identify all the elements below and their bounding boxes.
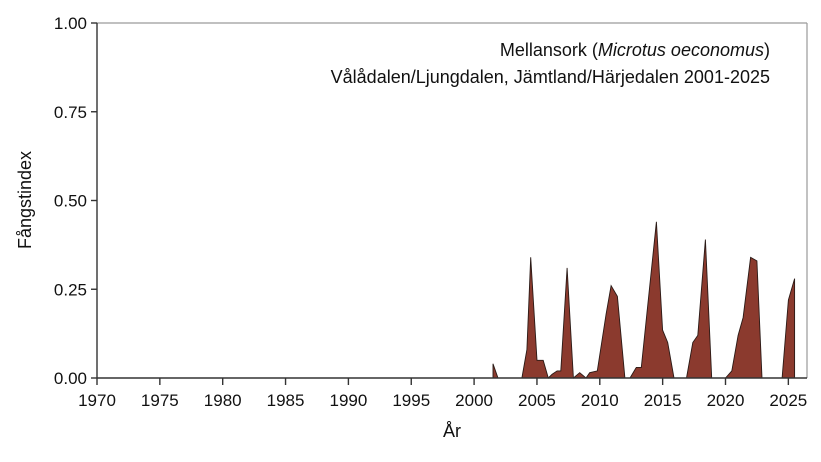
y-axis-title: Fångstindex	[15, 151, 35, 249]
title-common-name: Mellansork	[500, 40, 588, 60]
x-tick-label: 1990	[329, 391, 367, 410]
x-tick-label: 1995	[392, 391, 430, 410]
y-tick-label: 1.00	[54, 14, 87, 33]
y-tick-label: 0.25	[54, 280, 87, 299]
x-tick-label: 1970	[78, 391, 116, 410]
area-fill	[492, 221, 796, 379]
x-tick-label: 2005	[518, 391, 556, 410]
x-tick-label: 2010	[581, 391, 619, 410]
x-axis-title: År	[443, 421, 461, 441]
x-axis-ticks: 1970 1975 1980 1985 1990 1995 2000 2005 2010 2015…	[78, 378, 807, 410]
x-tick-label: 1980	[204, 391, 242, 410]
y-axis-ticks: 0.00 0.25 0.50 0.75 1.00	[54, 14, 97, 388]
y-tick-label: 0.00	[54, 369, 87, 388]
x-tick-label: 1985	[267, 391, 305, 410]
chart-subtitle: Vålådalen/Ljungdalen, Jämtland/Härjedale…	[331, 67, 770, 87]
x-tick-label: 1975	[141, 391, 179, 410]
area-series	[492, 221, 796, 379]
x-tick-label: 2015	[644, 391, 682, 410]
chart-title: Mellansork (Microtus oeconomus)	[500, 40, 770, 60]
y-tick-label: 0.75	[54, 103, 87, 122]
y-tick-label: 0.50	[54, 192, 87, 211]
title-paren-close: )	[764, 40, 770, 60]
title-paren-open: (	[592, 40, 598, 60]
x-tick-label: 2000	[455, 391, 493, 410]
x-tick-label: 2025	[769, 391, 807, 410]
title-latin-name: Microtus oeconomus	[598, 40, 764, 60]
x-tick-label: 2020	[707, 391, 745, 410]
